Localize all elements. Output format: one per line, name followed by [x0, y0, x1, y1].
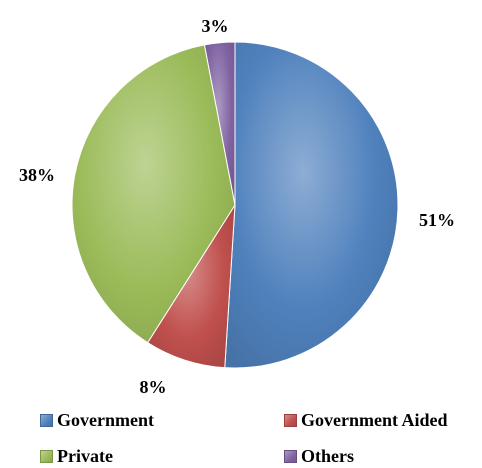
- pie-slice-private: [71, 44, 236, 344]
- legend-label-private: Private: [57, 445, 113, 466]
- data-label-government-aided: 8%: [140, 377, 167, 397]
- data-label-private: 38%: [19, 165, 55, 185]
- pie-slice-others: [203, 41, 236, 206]
- legend-label-government-aided: Government Aided: [301, 409, 448, 430]
- legend-item-government: Government: [40, 408, 154, 432]
- legend-swatch-others: [284, 449, 297, 463]
- legend-swatch-government-aided: [284, 413, 297, 427]
- legend-label-government: Government: [57, 409, 154, 430]
- data-label-others: 3%: [202, 16, 229, 36]
- legend: Government Government Aided Private Othe…: [40, 408, 480, 466]
- pie-slice-government: [224, 41, 399, 369]
- pie-slices: [71, 41, 399, 369]
- legend-swatch-private: [40, 449, 53, 463]
- legend-item-others: Others: [284, 444, 354, 468]
- data-label-government: 51%: [419, 210, 455, 230]
- legend-item-government-aided: Government Aided: [284, 408, 448, 432]
- legend-item-private: Private: [40, 444, 113, 468]
- legend-swatch-government: [40, 413, 53, 427]
- legend-label-others: Others: [301, 445, 354, 466]
- pie-data-labels: 51% 8% 38% 3%: [19, 16, 455, 397]
